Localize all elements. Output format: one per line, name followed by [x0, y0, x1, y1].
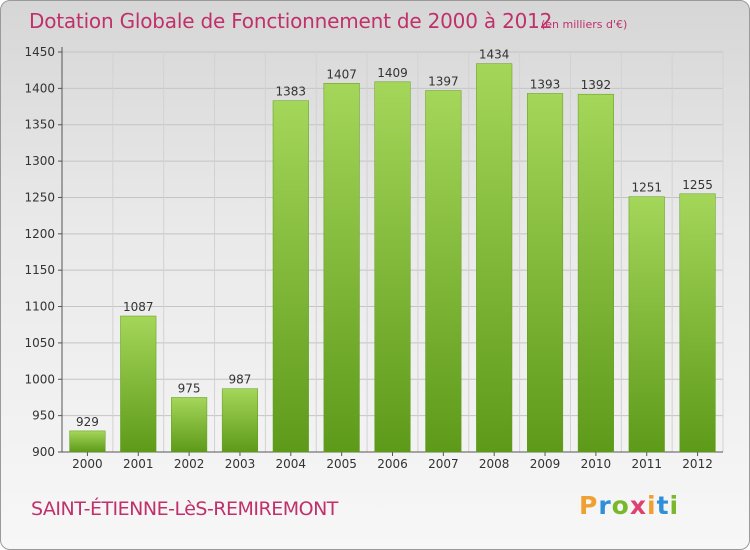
value-label: 1392: [581, 78, 612, 92]
value-label: 1407: [326, 67, 357, 81]
bar: [628, 196, 665, 453]
x-tick-label: 2005: [326, 457, 357, 471]
y-tick-label: 1400: [24, 81, 55, 95]
x-tick-label: 2003: [225, 457, 256, 471]
bars: [69, 63, 716, 453]
y-tick-label: 950: [32, 409, 55, 423]
logo-letter: o: [611, 491, 630, 520]
x-tick-label: 2000: [72, 457, 103, 471]
labels: 929 2000 1087 2001 975 2002 987 2003 1383 2004 140…: [72, 48, 713, 471]
logo-letter: t: [656, 491, 670, 520]
bar: [171, 397, 208, 453]
logo-letter: i: [647, 491, 657, 520]
bar: [476, 63, 513, 453]
y-tick-label: 1450: [24, 45, 55, 59]
y-tick-label: 1250: [24, 190, 55, 204]
x-tick-label: 2010: [581, 457, 612, 471]
logo-letter: P: [579, 491, 599, 520]
bar: [272, 100, 309, 453]
y-tick-label: 1200: [24, 227, 55, 241]
chart-title: Dotation Globale de Fonctionnement de 20…: [29, 9, 553, 33]
value-label: 987: [229, 373, 252, 387]
y-tick-label: 900: [32, 445, 55, 459]
value-label: 1087: [123, 300, 154, 314]
x-tick-label: 2011: [631, 457, 662, 471]
bar: [221, 388, 259, 453]
bar: [120, 315, 157, 453]
value-label: 975: [178, 381, 201, 395]
bar: [69, 430, 106, 453]
proxiti-logo[interactable]: Proxiti: [579, 491, 679, 520]
value-label: 1397: [428, 75, 459, 89]
x-tick-label: 2006: [377, 457, 408, 471]
logo-letter: r: [598, 491, 612, 520]
value-label: 1255: [682, 178, 713, 192]
value-label: 1409: [377, 66, 408, 80]
y-tick-label: 1100: [24, 300, 55, 314]
logo-letter: x: [629, 491, 647, 520]
x-tick-label: 2004: [276, 457, 307, 471]
x-tick-label: 2002: [174, 457, 205, 471]
x-tick-label: 2007: [428, 457, 459, 471]
logo-letter: i: [669, 491, 680, 520]
y-tick-label: 1050: [24, 336, 55, 350]
value-label: 1383: [276, 85, 307, 99]
x-tick-label: 2008: [479, 457, 510, 471]
bar: [679, 193, 716, 453]
chart-unit: (en milliers d'€): [541, 18, 628, 31]
bar: [577, 93, 614, 453]
y-tick-label: 1300: [24, 154, 55, 168]
x-tick-label: 2001: [123, 457, 154, 471]
value-label: 929: [76, 415, 99, 429]
bar: [323, 83, 360, 453]
x-tick-label: 2012: [682, 457, 713, 471]
value-label: 1393: [530, 77, 561, 91]
x-tick-label: 2009: [530, 457, 561, 471]
y-tick-label: 1150: [24, 263, 55, 277]
value-label: 1251: [631, 181, 662, 195]
y-tick-label: 1000: [24, 372, 55, 386]
value-label: 1434: [479, 48, 510, 62]
bar: [374, 81, 411, 453]
bar: [425, 90, 462, 453]
commune-name: SAINT-ÉTIENNE-LèS-REMIREMONT: [31, 498, 338, 520]
bar: [526, 93, 564, 453]
y-tick-label: 1350: [24, 118, 55, 132]
